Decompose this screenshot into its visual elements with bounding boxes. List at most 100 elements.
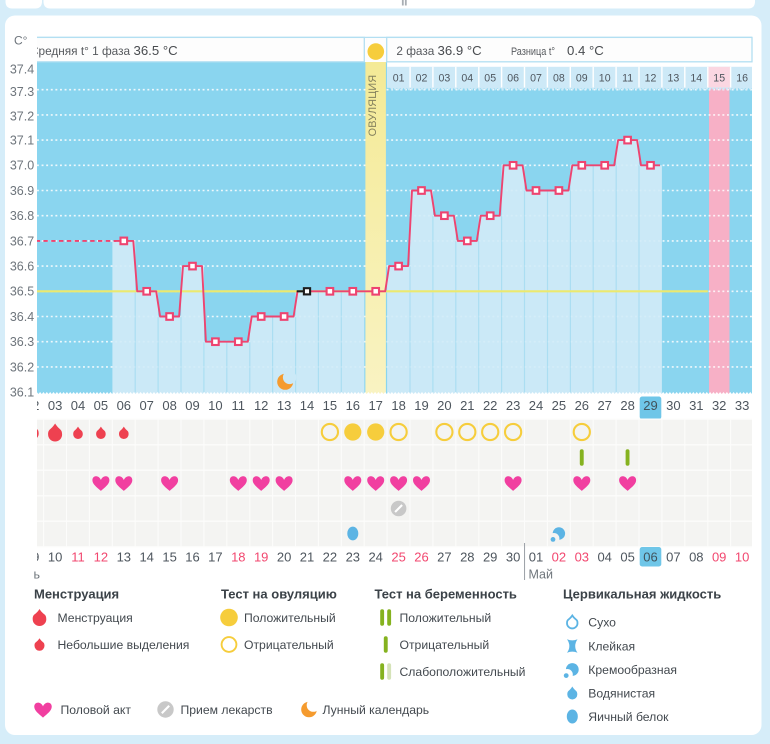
- svg-text:26: 26: [414, 550, 428, 565]
- svg-text:36.2: 36.2: [10, 360, 34, 374]
- svg-text:10: 10: [48, 550, 62, 565]
- svg-text:04: 04: [461, 72, 473, 84]
- svg-text:20: 20: [437, 398, 451, 413]
- svg-text:10: 10: [208, 398, 222, 413]
- svg-text:29: 29: [643, 398, 657, 413]
- svg-text:25: 25: [552, 398, 566, 413]
- svg-text:Менструация: Менструация: [34, 587, 119, 602]
- svg-text:36.6: 36.6: [10, 260, 34, 274]
- svg-text:27: 27: [437, 550, 451, 565]
- svg-text:Слабоположительный: Слабоположительный: [400, 665, 526, 679]
- svg-text:14: 14: [690, 72, 702, 84]
- svg-text:37.4: 37.4: [10, 63, 34, 77]
- svg-text:02: 02: [552, 550, 566, 565]
- svg-text:30: 30: [666, 398, 680, 413]
- svg-text:23: 23: [506, 398, 520, 413]
- svg-text:0.4 °C: 0.4 °C: [567, 43, 604, 58]
- svg-text:21: 21: [460, 398, 474, 413]
- svg-text:02: 02: [416, 72, 428, 84]
- svg-text:06: 06: [643, 550, 657, 565]
- svg-text:18: 18: [391, 398, 405, 413]
- svg-text:04: 04: [597, 550, 611, 565]
- svg-text:25: 25: [391, 550, 405, 565]
- svg-text:36.1: 36.1: [10, 386, 34, 400]
- svg-text:Положительный: Положительный: [244, 611, 336, 625]
- svg-text:37.3: 37.3: [10, 85, 34, 99]
- svg-text:36.5 °C: 36.5 °C: [134, 43, 179, 58]
- svg-text:15: 15: [162, 550, 176, 565]
- svg-text:07: 07: [139, 398, 153, 413]
- svg-text:23: 23: [346, 550, 360, 565]
- svg-text:08: 08: [553, 72, 565, 84]
- svg-text:Водянистая: Водянистая: [588, 686, 655, 700]
- svg-text:36.3: 36.3: [10, 335, 34, 349]
- svg-text:Разница t°: Разница t°: [511, 46, 555, 58]
- svg-text:Отрицательный: Отрицательный: [400, 638, 490, 652]
- svg-text:Половой акт: Половой акт: [61, 703, 132, 717]
- svg-text:03: 03: [575, 550, 589, 565]
- svg-text:01: 01: [529, 550, 543, 565]
- svg-text:13: 13: [668, 72, 680, 84]
- svg-text:2 фаза: 2 фаза: [396, 44, 434, 58]
- svg-text:18: 18: [231, 550, 245, 565]
- svg-text:Менструация: Менструация: [58, 611, 133, 625]
- svg-text:05: 05: [94, 398, 108, 413]
- svg-text:Тест на овуляцию: Тест на овуляцию: [221, 587, 337, 602]
- svg-text:03: 03: [48, 398, 62, 413]
- svg-text:15: 15: [323, 398, 337, 413]
- svg-text:19: 19: [414, 398, 428, 413]
- svg-text:10: 10: [735, 550, 749, 565]
- svg-text:11: 11: [71, 550, 85, 565]
- svg-text:Тест на беременность: Тест на беременность: [375, 587, 517, 602]
- svg-text:28: 28: [460, 550, 474, 565]
- svg-text:12: 12: [645, 72, 657, 84]
- svg-text:Положительный: Положительный: [400, 611, 492, 625]
- svg-text:12: 12: [254, 398, 268, 413]
- svg-text:Яичный белок: Яичный белок: [588, 710, 669, 724]
- svg-text:11: 11: [622, 72, 633, 84]
- svg-text:11: 11: [232, 398, 246, 413]
- svg-text:20: 20: [277, 550, 291, 565]
- svg-text:Сухо: Сухо: [588, 615, 616, 629]
- svg-text:Лунный календарь: Лунный календарь: [323, 703, 430, 717]
- svg-text:13: 13: [277, 398, 291, 413]
- svg-text:33: 33: [735, 398, 749, 413]
- svg-text:36.7: 36.7: [10, 234, 34, 248]
- svg-text:24: 24: [529, 398, 543, 413]
- svg-text:09: 09: [576, 72, 588, 84]
- svg-text:Небольшие выделения: Небольшие выделения: [58, 638, 190, 652]
- svg-text:29: 29: [483, 550, 497, 565]
- svg-text:05: 05: [484, 72, 496, 84]
- svg-text:31: 31: [689, 398, 703, 413]
- svg-text:Клейкая: Клейкая: [588, 639, 635, 653]
- svg-text:07: 07: [530, 72, 542, 84]
- svg-text:36.8: 36.8: [10, 209, 34, 223]
- svg-text:09: 09: [185, 398, 199, 413]
- svg-text:Кремообразная: Кремообразная: [588, 663, 677, 677]
- svg-text:37.0: 37.0: [10, 159, 34, 173]
- svg-text:Средняя t° 1 фаза: Средняя t° 1 фаза: [30, 44, 130, 58]
- svg-text:C°: C°: [14, 33, 28, 47]
- svg-text:12: 12: [94, 550, 108, 565]
- svg-text:ОВУЛЯЦИЯ: ОВУЛЯЦИЯ: [367, 75, 379, 137]
- svg-text:05: 05: [620, 550, 634, 565]
- svg-text:08: 08: [162, 398, 176, 413]
- svg-text:16: 16: [185, 550, 199, 565]
- svg-text:28: 28: [620, 398, 634, 413]
- svg-text:19: 19: [254, 550, 268, 565]
- svg-text:37.2: 37.2: [10, 110, 34, 124]
- svg-text:Май: Май: [529, 568, 554, 582]
- svg-text:ь: ь: [34, 568, 41, 582]
- svg-text:36.5: 36.5: [10, 285, 34, 299]
- svg-text:27: 27: [597, 398, 611, 413]
- svg-text:06: 06: [117, 398, 131, 413]
- svg-text:10: 10: [599, 72, 611, 84]
- svg-text:24: 24: [368, 550, 382, 565]
- svg-text:06: 06: [507, 72, 519, 84]
- svg-text:37.1: 37.1: [10, 134, 34, 148]
- svg-text:30: 30: [506, 550, 520, 565]
- svg-text:16: 16: [736, 72, 748, 84]
- svg-text:22: 22: [323, 550, 337, 565]
- svg-text:07: 07: [666, 550, 680, 565]
- svg-text:36.9 °C: 36.9 °C: [438, 43, 483, 58]
